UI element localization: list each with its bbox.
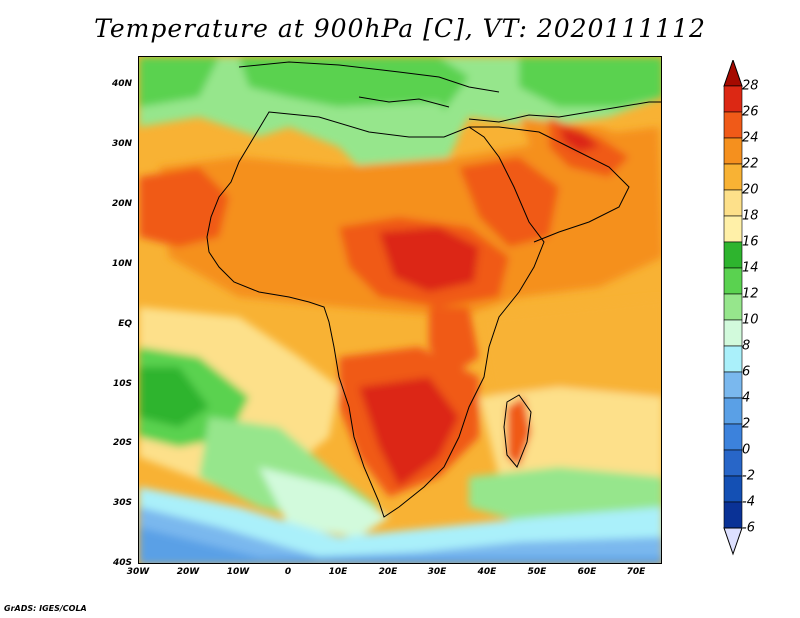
colorbar-label: 4 xyxy=(742,390,751,406)
lon-label-40e: 40E xyxy=(477,567,497,577)
lat-label-40n: 40N xyxy=(111,79,132,89)
coastlines xyxy=(206,61,661,518)
colorbar-segment xyxy=(723,85,743,113)
lat-label-10s: 10S xyxy=(112,379,132,389)
colorbar-label: -4 xyxy=(742,494,755,510)
lat-label-30s: 30S xyxy=(112,498,132,508)
colorbar-segment xyxy=(723,475,743,503)
colorbar-segment xyxy=(723,241,743,269)
lat-label-40s: 40S xyxy=(112,558,132,568)
map-title: Temperature at 900hPa [C], VT: 202011111… xyxy=(94,14,706,43)
colorbar-segment xyxy=(723,189,743,217)
colorbar-label: 0 xyxy=(742,442,751,458)
colorbar-segment xyxy=(723,449,743,477)
temperature-shading xyxy=(139,57,661,563)
colorbar-segment xyxy=(723,215,743,243)
lat-label-10n: 10N xyxy=(111,259,132,269)
lon-label-70e: 70E xyxy=(626,567,646,577)
colorbar-label: 24 xyxy=(742,130,759,146)
colorbar-segment xyxy=(723,293,743,321)
temperature-map xyxy=(138,56,662,564)
lon-label-20w: 20W xyxy=(176,567,200,577)
colorbar-label: -2 xyxy=(742,468,755,484)
colorbar-label: 20 xyxy=(742,182,759,198)
lon-label-10w: 10W xyxy=(226,567,250,577)
lon-label-30w: 30W xyxy=(126,567,150,577)
colorbar-label: 10 xyxy=(742,312,759,328)
lat-label-20n: 20N xyxy=(111,199,132,209)
colorbar-label: 6 xyxy=(742,364,751,380)
colorbar-segment xyxy=(723,111,743,139)
colorbar-label: 12 xyxy=(742,286,759,302)
colorbar-label: 2 xyxy=(742,416,751,432)
lat-label-eq: EQ xyxy=(118,319,132,329)
colorbar-segment xyxy=(723,371,743,399)
colorbar-segment xyxy=(723,423,743,451)
temperature-field xyxy=(139,57,661,563)
colorbar-label: 28 xyxy=(742,78,759,94)
lon-label-0: 0 xyxy=(284,567,292,577)
colorbar-segment xyxy=(723,345,743,373)
lon-label-60e: 60E xyxy=(577,567,597,577)
colorbar-label: 26 xyxy=(742,104,759,120)
colorbar-segment xyxy=(723,319,743,347)
colorbar-upper-arrow xyxy=(723,60,743,87)
colorbar-label: 16 xyxy=(742,234,759,250)
colorbar-label: -6 xyxy=(742,520,755,536)
lon-label-30e: 30E xyxy=(427,567,447,577)
software-credit: GrADS: IGES/COLA xyxy=(4,604,87,613)
lat-label-30n: 30N xyxy=(111,139,132,149)
lon-label-20e: 20E xyxy=(378,567,398,577)
lon-label-50e: 50E xyxy=(527,567,547,577)
colorbar-segment xyxy=(723,163,743,191)
colorbar-segment xyxy=(723,501,743,529)
colorbar-label: 8 xyxy=(742,338,751,354)
colorbar-segment xyxy=(723,397,743,425)
colorbar-label: 14 xyxy=(742,260,759,276)
colorbar-label: 22 xyxy=(742,156,759,172)
colorbar-label: 18 xyxy=(742,208,759,224)
lat-label-20s: 20S xyxy=(112,438,132,448)
colorbar-segment xyxy=(723,137,743,165)
colorbar xyxy=(723,60,743,556)
lon-label-10e: 10E xyxy=(328,567,348,577)
colorbar-lower-arrow xyxy=(723,527,743,556)
colorbar-segment xyxy=(723,267,743,295)
